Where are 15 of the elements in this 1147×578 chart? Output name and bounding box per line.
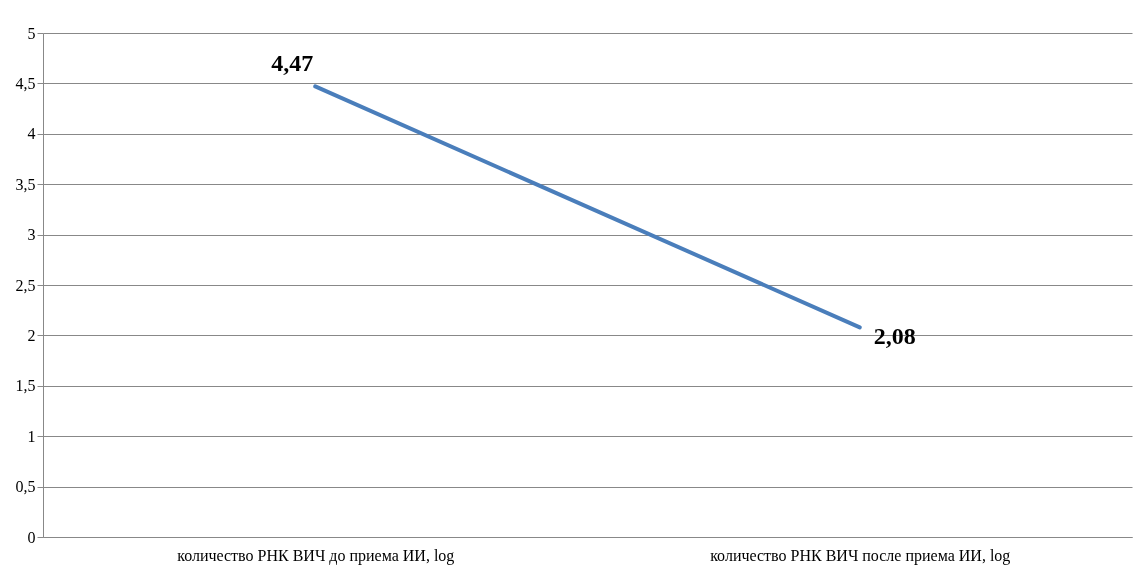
- data-label: 2,08: [873, 323, 916, 350]
- y-tick-label: 1,5: [15, 377, 36, 395]
- x-tick-label: количество РНК ВИЧ после приема ИИ, log: [710, 546, 1011, 565]
- y-tick-label: 3,5: [15, 175, 36, 193]
- y-tick-label: 3: [27, 226, 36, 244]
- y-tick-label: 4,5: [15, 74, 36, 92]
- y-tick-label: 2: [27, 326, 36, 344]
- y-tick-label: 0,5: [15, 478, 36, 496]
- y-tick-label: 2,5: [15, 276, 36, 294]
- y-tick-label: 0: [27, 528, 36, 546]
- y-tick-label: 1: [27, 427, 36, 445]
- x-tick-label: количество РНК ВИЧ до приема ИИ, log: [177, 546, 455, 565]
- data-label: 4,47: [271, 50, 314, 77]
- y-tick-label: 5: [27, 24, 36, 42]
- y-tick-label: 4: [27, 125, 36, 143]
